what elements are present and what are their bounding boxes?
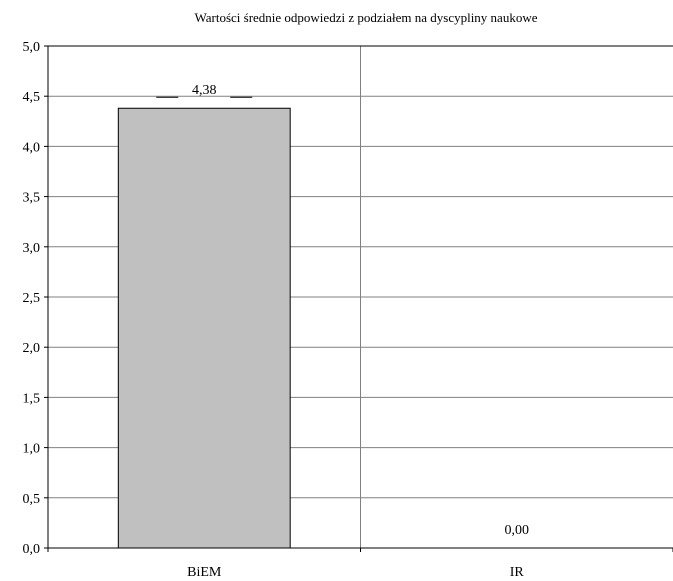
data-label: 4,38 <box>192 83 217 98</box>
data-label: 0,00 <box>505 523 530 538</box>
y-tick-label: 2,5 <box>23 291 41 306</box>
y-tick-label: 4,0 <box>23 140 41 155</box>
chart-title: Wartości średnie odpowiedzi z podziałem … <box>195 10 538 25</box>
labels: 0,0 0,5 1,0 1,5 2,0 2,5 3,0 3,5 4,0 4,5 5,0 4,38 BiE… <box>23 40 530 580</box>
bar-biem <box>117 107 291 549</box>
y-tick-label: 1,0 <box>23 442 41 457</box>
y-tick-label: 0,0 <box>23 542 41 557</box>
bars <box>117 107 291 549</box>
y-tick-label: 4,5 <box>23 90 41 105</box>
y-tick-label: 5,0 <box>23 40 41 55</box>
y-tick-label: 3,5 <box>23 191 41 206</box>
x-tick-label: IR <box>510 565 525 580</box>
y-tick-label: 0,5 <box>23 492 41 507</box>
y-tick-label: 3,0 <box>23 241 41 256</box>
axes <box>44 45 673 552</box>
y-tick-label: 2,0 <box>23 341 41 356</box>
x-tick-label: BiEM <box>187 565 222 580</box>
y-tick-label: 1,5 <box>23 391 41 406</box>
